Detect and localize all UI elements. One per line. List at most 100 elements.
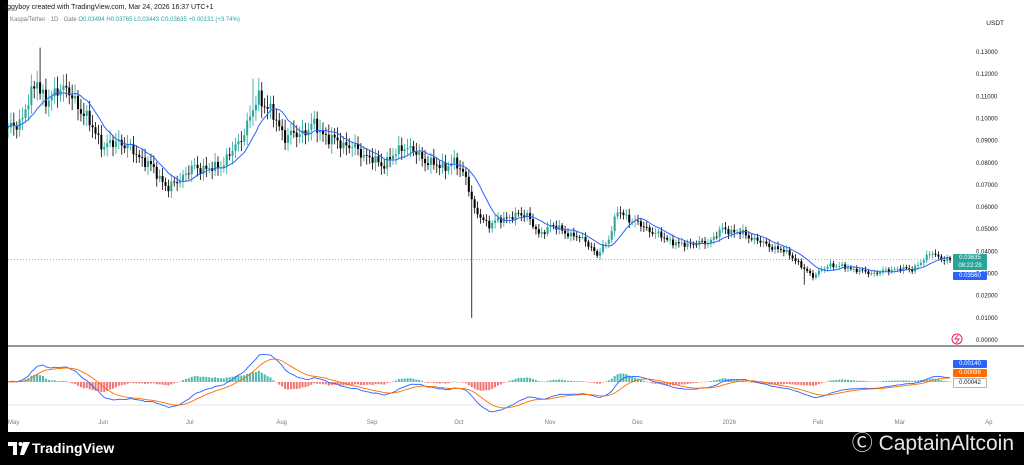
macd-histogram-bar (106, 382, 109, 391)
macd-histogram-bar (412, 378, 415, 382)
candle-body (537, 229, 540, 234)
candle-body (324, 134, 327, 135)
candle-body (811, 273, 815, 278)
histogram-badge: 0.00042 (953, 378, 987, 388)
macd-histogram-bar (41, 375, 45, 382)
macd-histogram-bar (351, 382, 354, 386)
macd-histogram-bar (648, 382, 651, 383)
macd-histogram-bar (505, 381, 508, 383)
candle-body (240, 141, 243, 142)
candle-body (181, 174, 185, 181)
candle-body (383, 166, 386, 169)
candle-body (345, 142, 348, 146)
candle-body (111, 140, 115, 147)
candle-body (599, 252, 602, 256)
candle-body (336, 137, 339, 141)
macd-histogram-bar (397, 379, 400, 382)
macd-histogram-bar (173, 382, 176, 384)
tradingview-logo: TradingView (32, 440, 115, 456)
macd-histogram-bar (94, 382, 97, 391)
candle-body (444, 162, 447, 171)
candle-body (642, 226, 645, 228)
candle-body (660, 231, 663, 238)
macd-histogram-bar (179, 381, 182, 383)
macd-histogram-bar (240, 375, 243, 382)
candle-body (768, 243, 771, 248)
candle-body (651, 232, 654, 234)
candle-body (319, 130, 322, 133)
candle-body (919, 262, 922, 265)
macd-histogram-bar (645, 381, 648, 383)
candle-body (756, 237, 759, 241)
candle-body (832, 263, 835, 268)
candle-body (473, 199, 476, 208)
macd-histogram-bar (167, 382, 170, 386)
candle-body (44, 89, 47, 107)
macd-histogram-bar (225, 377, 228, 382)
candle-body (144, 157, 147, 167)
macd-histogram-bar (74, 382, 77, 384)
candle-body (587, 241, 590, 247)
candle-body (205, 165, 208, 170)
macd-histogram-bar (313, 382, 316, 384)
candle-body (126, 144, 129, 149)
candle-body (785, 249, 788, 252)
candle-body (68, 87, 71, 96)
macd-histogram-bar (552, 379, 555, 382)
macd-histogram-bar (456, 381, 459, 383)
candle-body (316, 118, 319, 133)
candle-body (47, 100, 50, 107)
macd-histogram-bar (599, 382, 602, 384)
time-tick-label: Oct (454, 420, 464, 426)
macd-histogram-bar (82, 382, 85, 389)
macd-histogram-bar (861, 380, 864, 382)
macd-histogram-bar (858, 380, 861, 382)
candle-body (916, 264, 920, 266)
macd-histogram-bar (348, 382, 351, 386)
macd-histogram-bar (925, 378, 928, 382)
candle-body (400, 145, 403, 151)
candle-body (91, 125, 94, 128)
macd-histogram-bar (470, 382, 473, 388)
candle-body (622, 212, 625, 216)
candle-body (135, 154, 138, 156)
candle-body (566, 233, 570, 237)
candle-body (447, 166, 450, 171)
macd-histogram-bar (295, 382, 298, 389)
macd-histogram-bar (651, 382, 654, 384)
macd-histogram-bar (485, 382, 488, 391)
macd-histogram-bar (593, 382, 596, 384)
currency-unit[interactable]: USDT (986, 20, 1004, 27)
candle-body (284, 130, 287, 143)
candle-body (683, 242, 686, 247)
chart-area[interactable]: 0.13000 0.12000 0.11000 0.10000 0.09000 0.080… (8, 0, 1024, 432)
candle-body (823, 268, 826, 270)
macd-histogram-bar (934, 378, 937, 382)
macd-histogram-bar (324, 382, 327, 385)
candle-body (864, 269, 867, 272)
price-chart-svg[interactable]: 0.13000 0.12000 0.11000 0.10000 0.09000 0.080… (8, 0, 1024, 432)
candle-body (8, 127, 10, 129)
candle-body (327, 134, 330, 145)
macd-histogram-bar (429, 382, 432, 383)
macd-histogram-bar (237, 375, 240, 382)
macd-histogram-bar (502, 382, 505, 383)
price-tick-label: 0.11000 (976, 94, 998, 100)
candle-body (925, 254, 928, 261)
macd-histogram-bar (249, 373, 252, 382)
symbol-line[interactable]: Kaspa/Tether · 1D · Gate O0.03494 H0.037… (10, 17, 240, 23)
lightning-icon (951, 333, 963, 345)
candle-body (348, 145, 351, 149)
macd-histogram-bar (537, 381, 540, 382)
candle-body (733, 229, 736, 233)
macd-histogram-bar (386, 382, 389, 384)
macd-histogram-bar (692, 382, 695, 384)
macd-histogram-bar (809, 382, 812, 386)
candle-body (228, 154, 231, 156)
candle-body (94, 127, 97, 134)
macd-histogram-bar (123, 382, 126, 385)
macd-histogram-bar (473, 382, 476, 389)
candle-body (558, 225, 561, 230)
time-tick-label: Aug (276, 420, 287, 426)
candle-body (56, 88, 59, 96)
